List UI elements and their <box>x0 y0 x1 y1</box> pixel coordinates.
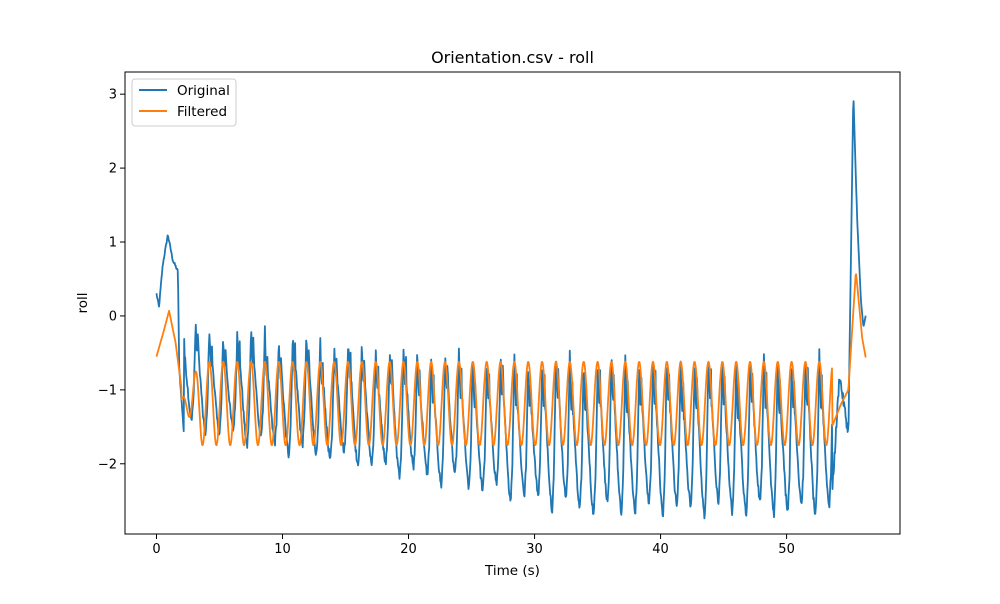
series-line-original <box>155 100 867 520</box>
x-axis-label: Time (s) <box>484 563 540 579</box>
y-tick-label: 3 <box>109 88 117 103</box>
y-tick-label: −2 <box>98 457 117 472</box>
x-tick-label: 0 <box>152 542 160 557</box>
x-axis-ticks: 0 10 20 30 40 50 <box>152 534 795 557</box>
legend-label-original: Original <box>177 83 230 99</box>
y-axis-label: roll <box>75 292 91 313</box>
x-tick-label: 40 <box>652 542 669 557</box>
y-tick-label: 1 <box>109 236 117 251</box>
x-tick-label: 10 <box>274 542 291 557</box>
x-tick-label: 50 <box>778 542 795 557</box>
y-tick-label: 2 <box>109 162 117 177</box>
x-tick-label: 30 <box>526 542 543 557</box>
y-tick-label: −1 <box>98 383 117 398</box>
y-tick-label: 0 <box>109 309 117 324</box>
series-line-filtered <box>155 273 867 447</box>
chart-title: Orientation.csv - roll <box>431 48 594 67</box>
plot-series-layer <box>155 100 867 520</box>
y-axis-ticks: −2 −1 0 1 2 3 <box>98 88 125 472</box>
legend-label-filtered: Filtered <box>177 104 227 120</box>
legend: Original Filtered <box>131 78 237 127</box>
plot-frame <box>124 71 901 535</box>
x-tick-label: 20 <box>400 542 417 557</box>
